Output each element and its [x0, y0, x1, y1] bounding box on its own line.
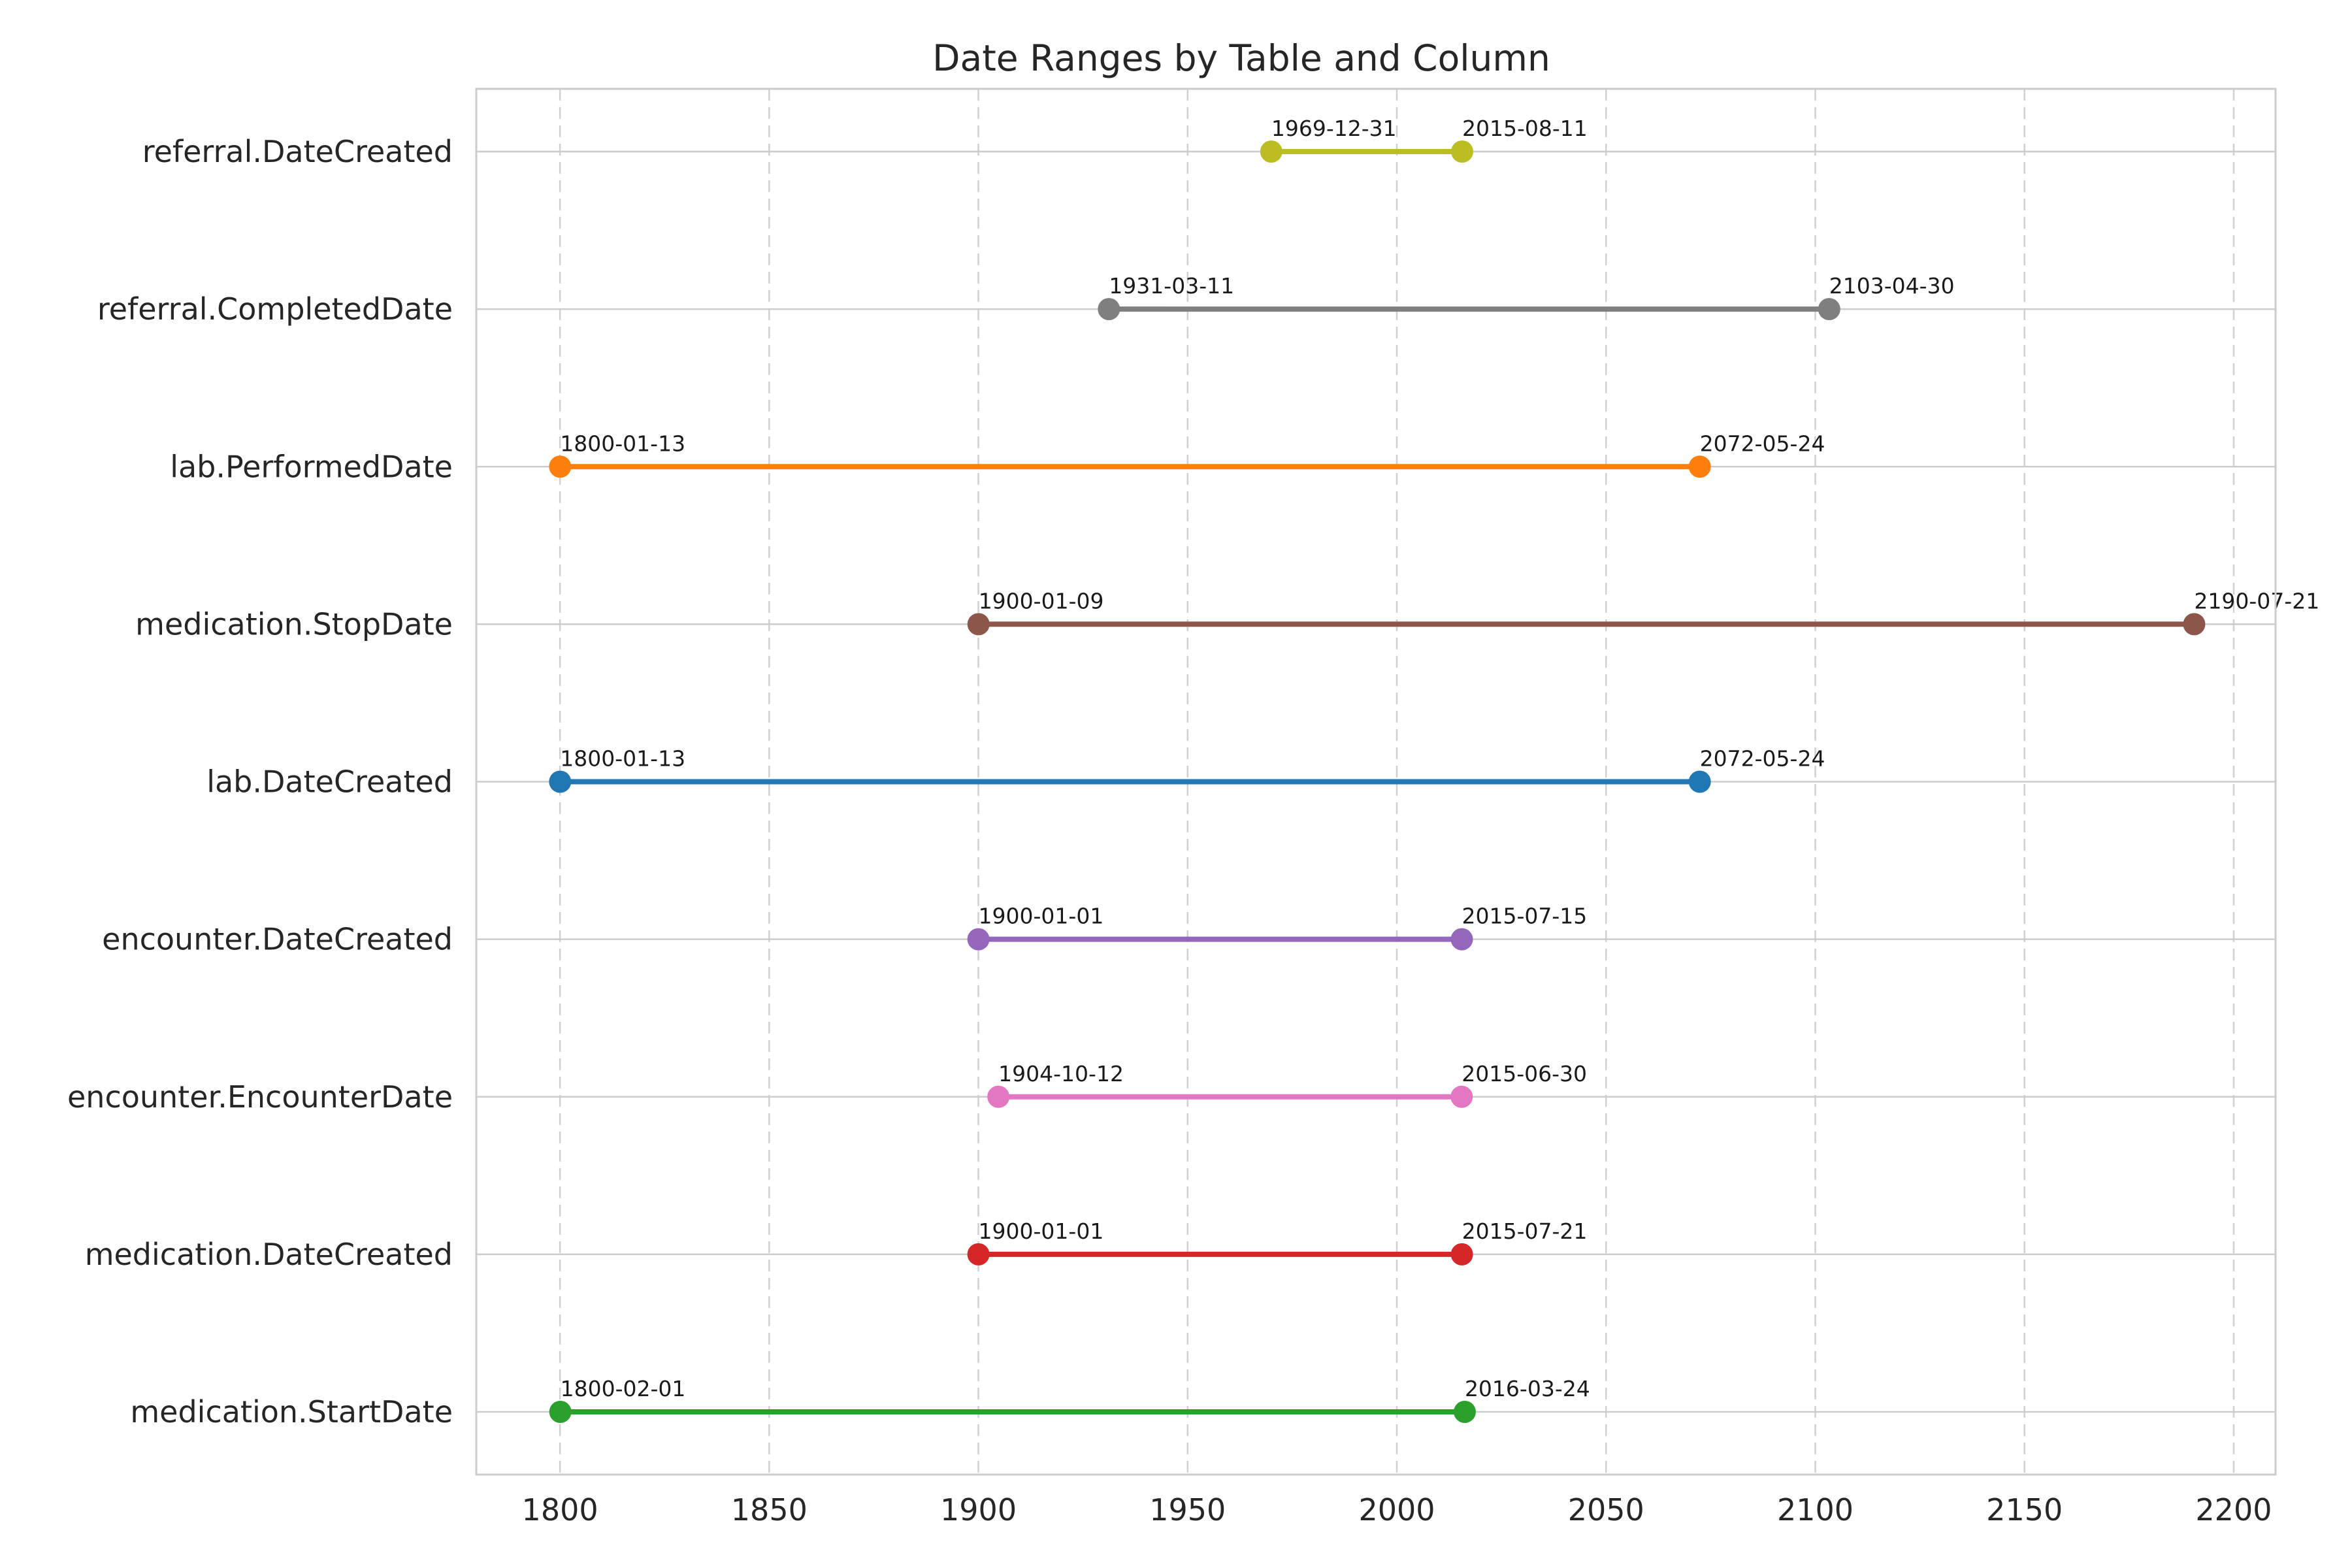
start-point — [1260, 140, 1282, 163]
end-point — [1818, 298, 1840, 321]
row-label: medication.DateCreated — [85, 1237, 453, 1272]
row-label: referral.DateCreated — [142, 134, 453, 169]
end-point — [1450, 928, 1473, 951]
start-date-label: 1800-01-13 — [560, 431, 685, 456]
start-point — [967, 1243, 990, 1266]
end-date-label: 2072-05-24 — [1700, 746, 1825, 772]
end-date-label: 2103-04-30 — [1829, 273, 1955, 299]
start-date-label: 1969-12-31 — [1271, 116, 1397, 141]
start-date-label: 1800-01-13 — [560, 746, 685, 772]
x-tick-label: 1950 — [1149, 1492, 1226, 1527]
end-date-label: 2015-08-11 — [1462, 116, 1588, 141]
start-point — [549, 1401, 572, 1423]
end-date-label: 2072-05-24 — [1700, 431, 1825, 456]
start-point — [967, 613, 990, 636]
start-date-label: 1800-02-01 — [561, 1376, 686, 1401]
start-point — [1098, 298, 1120, 321]
row-label: medication.StartDate — [130, 1394, 453, 1429]
x-tick-label: 2050 — [1568, 1492, 1644, 1527]
row-label: lab.PerformedDate — [170, 449, 453, 484]
end-date-label: 2190-07-21 — [2194, 588, 2319, 613]
end-point — [1688, 455, 1711, 478]
row-label: referral.CompletedDate — [97, 291, 453, 327]
x-tick-label: 1800 — [522, 1492, 598, 1527]
end-date-label: 2015-07-15 — [1462, 904, 1588, 929]
y-axis-labels: medication.StartDate medication.DateCreat… — [67, 134, 453, 1429]
series-layer: 1800-02-01 2016-03-24 1900-01-01 2015-07-21… — [549, 116, 2319, 1423]
start-date-label: 1900-01-09 — [979, 588, 1104, 613]
end-point — [1688, 770, 1711, 793]
start-date-label: 1900-01-01 — [979, 1218, 1104, 1244]
start-date-label: 1904-10-12 — [998, 1061, 1124, 1086]
chart-title: Date Ranges by Table and Column — [932, 37, 1550, 79]
x-tick-label: 1850 — [731, 1492, 808, 1527]
row-label: lab.DateCreated — [206, 764, 453, 800]
x-tick-label: 2150 — [1986, 1492, 2063, 1527]
x-axis-ticks: 1800 1850 1900 1950 2000 2050 2100 2150 2200 — [522, 1492, 2272, 1527]
start-date-label: 1900-01-01 — [979, 904, 1104, 929]
row-label: encounter.EncounterDate — [67, 1079, 453, 1115]
end-date-label: 2016-03-24 — [1465, 1376, 1590, 1401]
start-point — [549, 770, 572, 793]
start-point — [987, 1085, 1010, 1108]
end-point — [1450, 1243, 1473, 1266]
end-date-label: 2015-06-30 — [1462, 1061, 1587, 1086]
end-point — [1450, 140, 1473, 163]
end-date-label: 2015-07-21 — [1462, 1218, 1588, 1244]
plot-frame — [475, 88, 2277, 1476]
start-point — [967, 928, 990, 951]
end-point — [2183, 613, 2206, 636]
x-tick-label: 2100 — [1777, 1492, 1854, 1527]
end-point — [1453, 1401, 1476, 1423]
start-date-label: 1931-03-11 — [1109, 273, 1234, 299]
x-tick-label: 1900 — [940, 1492, 1017, 1527]
row-label: medication.StopDate — [135, 606, 453, 642]
end-point — [1450, 1085, 1473, 1108]
start-point — [549, 455, 572, 478]
x-tick-label: 2000 — [1358, 1492, 1435, 1527]
x-tick-label: 2200 — [2195, 1492, 2272, 1527]
row-label: encounter.DateCreated — [102, 922, 453, 957]
